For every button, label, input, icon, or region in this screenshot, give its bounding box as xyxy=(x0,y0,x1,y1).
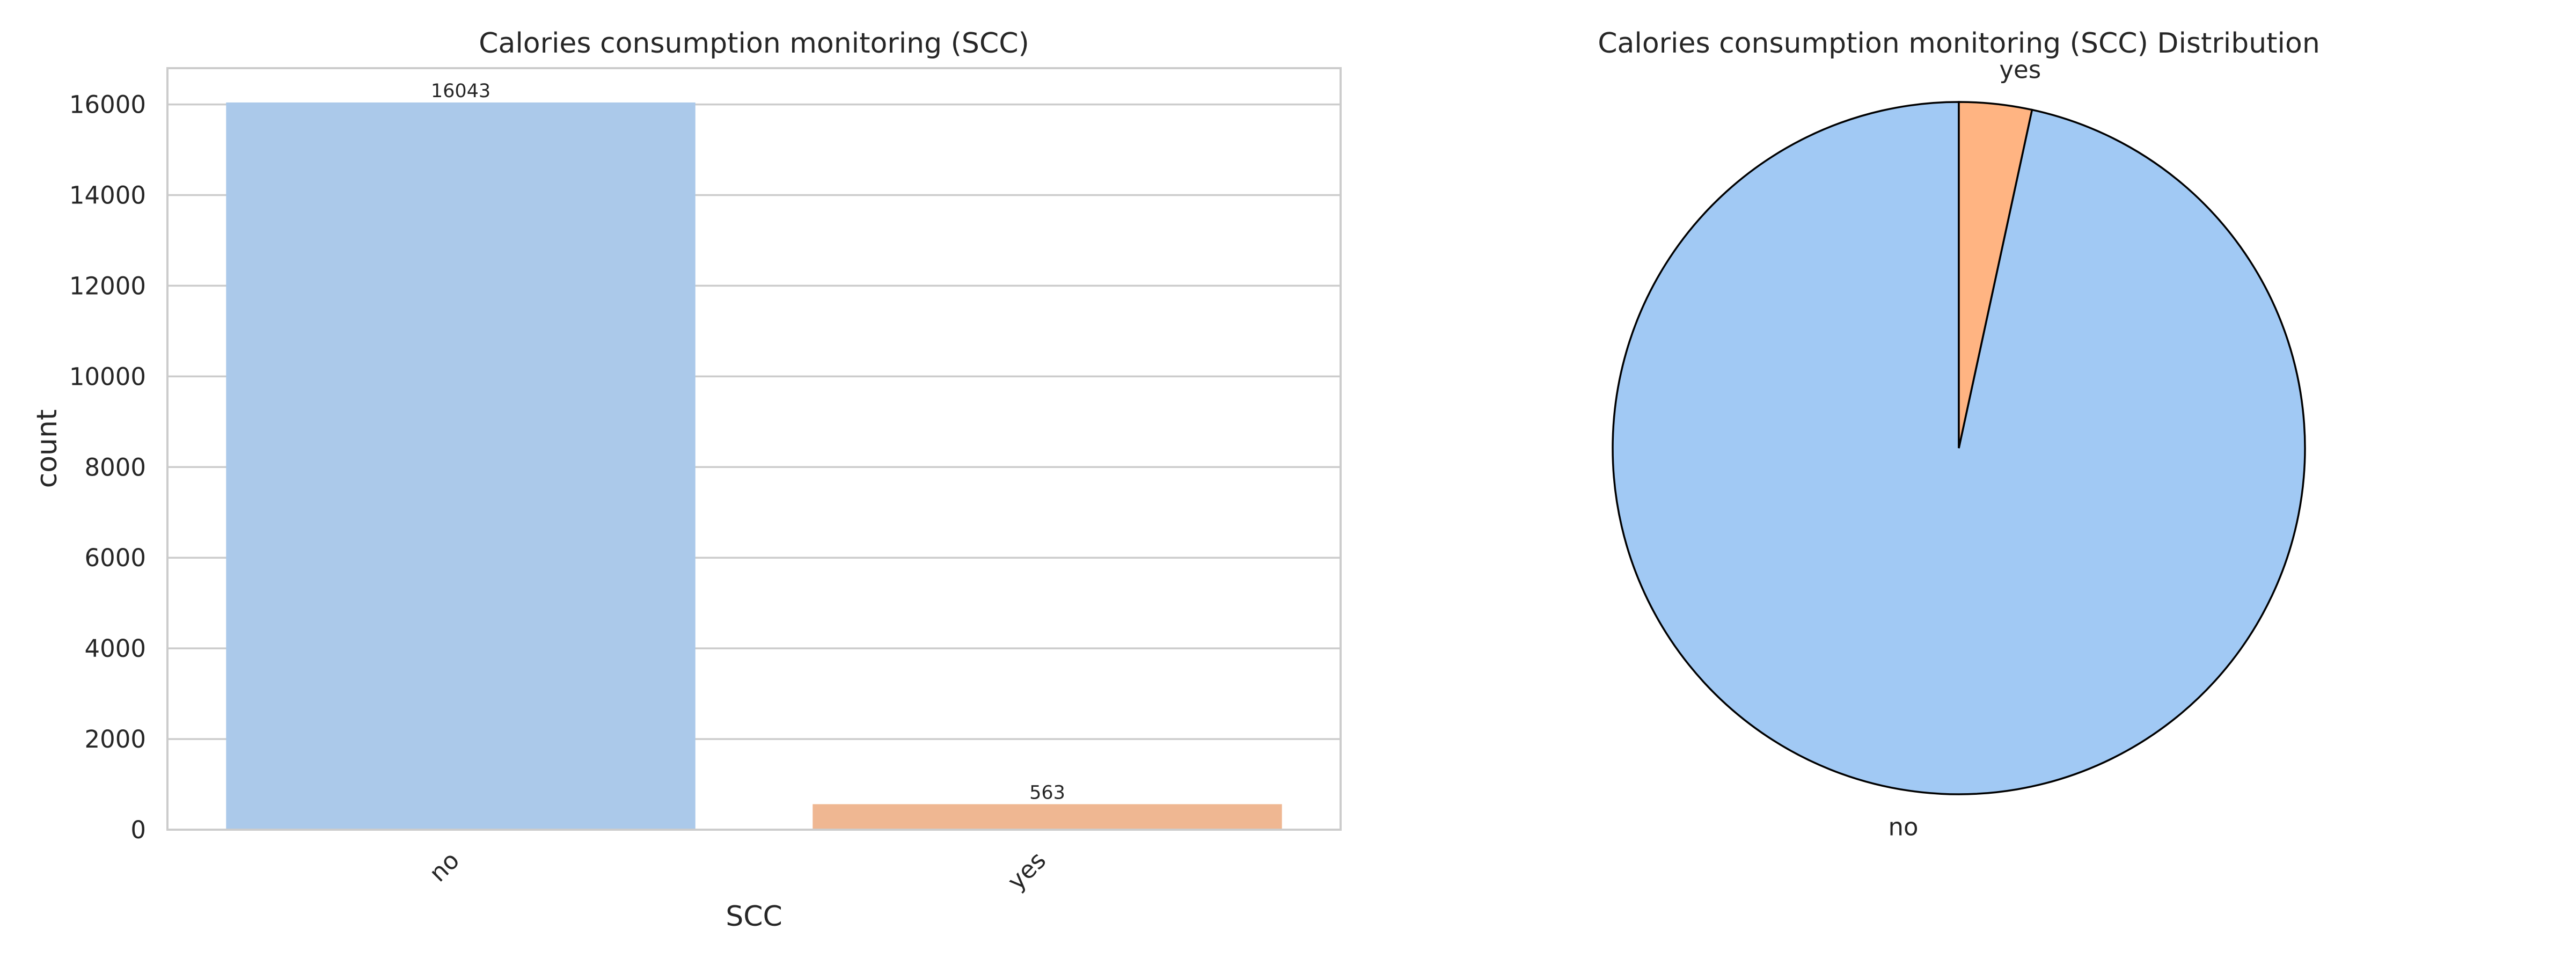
y-tick-label: 10000 xyxy=(69,362,146,391)
bar-no xyxy=(226,102,696,830)
pie-chart-slice-labels: no yes xyxy=(1889,56,2041,841)
pie-chart: Calories consumption monitoring (SCC) Di… xyxy=(1598,27,2320,841)
y-tick-label: 16000 xyxy=(69,91,146,119)
bar-chart-data-labels: 16043 563 xyxy=(431,80,1065,804)
y-tick-label: 12000 xyxy=(69,272,146,300)
bar-chart-x-axis-label: SCC xyxy=(726,901,782,933)
bar-yes xyxy=(813,804,1282,830)
y-tick-label: 14000 xyxy=(69,181,146,210)
y-tick-label: 4000 xyxy=(84,634,146,663)
y-tick-label: 0 xyxy=(130,816,146,844)
pie-slice-yes xyxy=(1958,101,2033,449)
pie-chart-slices xyxy=(1612,101,2306,795)
bar-chart-title: Calories consumption monitoring (SCC) xyxy=(479,27,1029,60)
y-tick-label: 2000 xyxy=(84,725,146,753)
x-tick-label: no xyxy=(423,846,465,887)
pie-label: no xyxy=(1889,813,1919,841)
pie-chart-title: Calories consumption monitoring (SCC) Di… xyxy=(1598,27,2320,60)
y-tick-label: 8000 xyxy=(84,453,146,481)
y-tick-label: 6000 xyxy=(84,544,146,572)
bar-chart-frame xyxy=(166,67,1342,831)
bar-chart-bars xyxy=(226,102,1282,830)
pie-label: yes xyxy=(1999,56,2041,84)
bar-chart-x-tick-labels: no yes xyxy=(423,846,1051,895)
bar-chart-y-tick-labels: 0 2000 4000 6000 8000 10000 12000 14000 16000 xyxy=(69,91,146,844)
bar-value-label: 563 xyxy=(1029,782,1065,803)
bar-chart: Calories consumption monitoring (SCC) 0 2… xyxy=(31,27,1342,933)
bar-value-label: 16043 xyxy=(431,80,491,102)
x-tick-label: yes xyxy=(1002,846,1051,895)
bar-chart-y-axis-label: count xyxy=(31,409,63,488)
